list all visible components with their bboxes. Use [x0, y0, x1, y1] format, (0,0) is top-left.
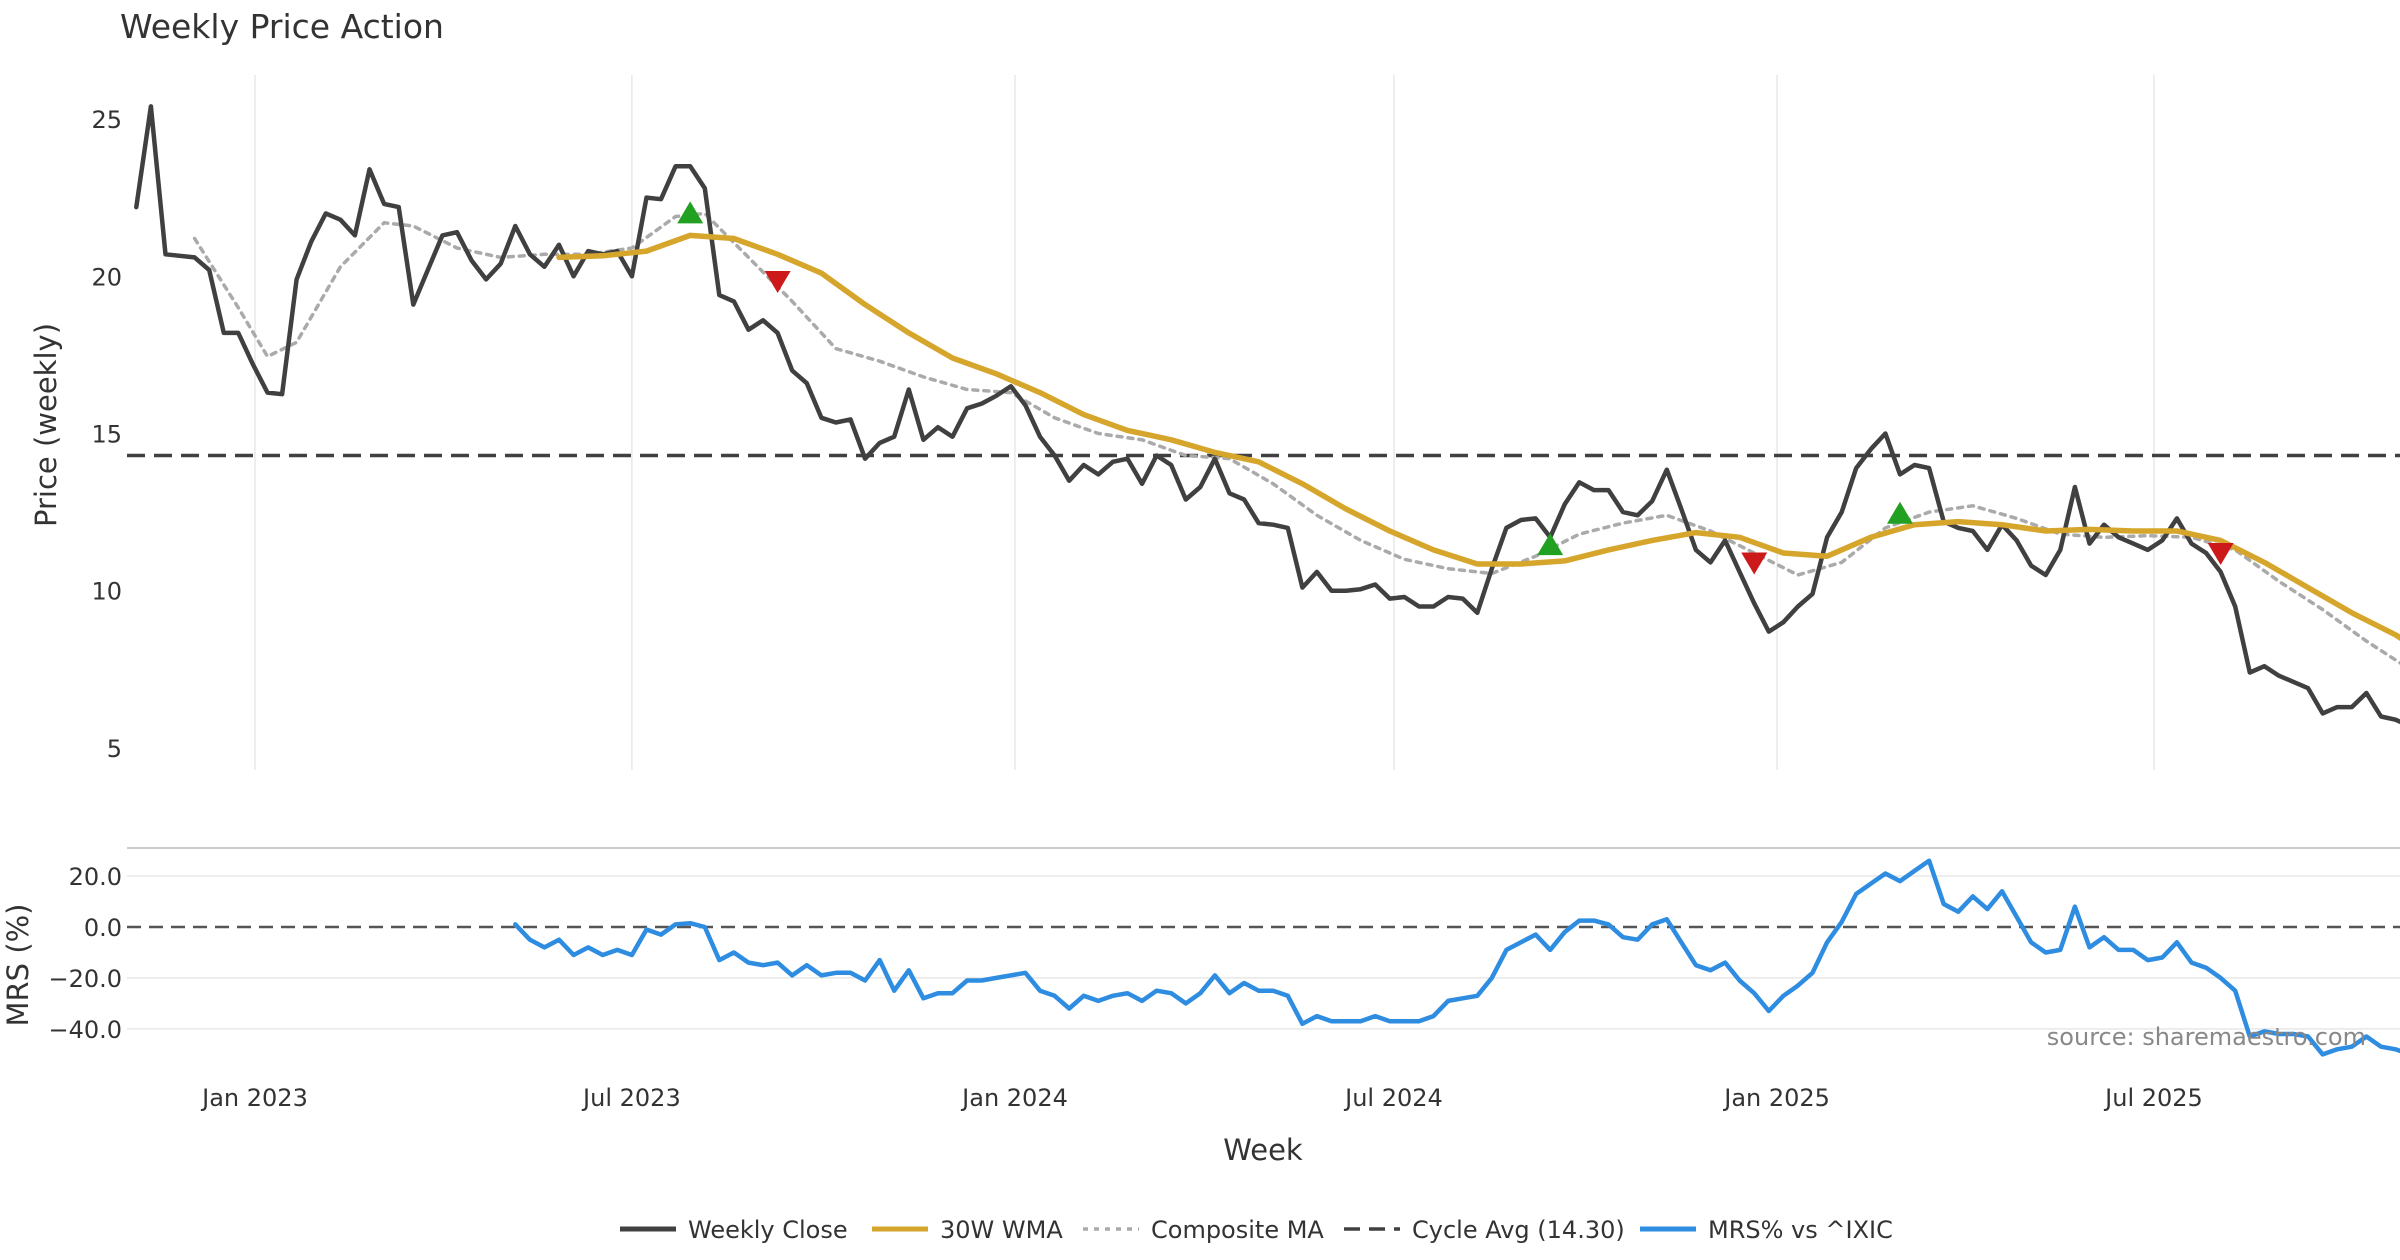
legend-item: Composite MA — [1083, 1216, 1324, 1244]
x-tick-label: Jul 2025 — [2103, 1084, 2203, 1112]
legend: Weekly Close 30W WMA Composite MA Cycle Avg… — [620, 1216, 1893, 1244]
legend-label: MRS% vs ^IXIC — [1708, 1216, 1893, 1244]
mrs-y-tick: 20.0 — [69, 863, 122, 891]
mrs-gridlines — [127, 875, 2400, 1030]
source-label: source: sharemaestro.com — [2047, 1023, 2366, 1051]
buy-signal-marker — [1537, 533, 1564, 556]
x-axis-label: Week — [1223, 1133, 1303, 1167]
sell-signal-marker — [2207, 543, 2234, 566]
legend-item: Weekly Close — [620, 1216, 848, 1244]
legend-item: Cycle Avg (14.30) — [1344, 1216, 1625, 1244]
series-line-composite-ma — [192, 211, 2400, 665]
price-y-tick: 5 — [107, 735, 122, 763]
legend-label: Weekly Close — [688, 1216, 848, 1244]
legend-item: MRS% vs ^IXIC — [1640, 1216, 1893, 1244]
legend-label: Cycle Avg (14.30) — [1412, 1216, 1625, 1244]
mrs-y-axis-label: MRS (%) — [1, 904, 35, 1027]
price-gridlines — [254, 75, 2155, 770]
x-axis-ticks: Jan 2023 Jul 2023 Jan 2024 Jul 2024 Jan 2025… — [200, 1084, 2203, 1112]
mrs-y-tick: −20.0 — [48, 965, 122, 993]
price-panel: 5 10 15 20 25 Price (weekly) — [29, 75, 2400, 770]
x-tick-label: Jan 2024 — [960, 1084, 1068, 1112]
mrs-series — [513, 858, 2400, 1057]
mrs-panel: 20.0 0.0 −20.0 −40.0 MRS (%) source: sharem… — [1, 847, 2400, 1057]
price-y-ticks: 5 10 15 20 25 — [91, 106, 122, 763]
x-tick-label: Jan 2023 — [200, 1084, 308, 1112]
series-line-weekly-close — [134, 104, 2400, 725]
mrs-y-tick: −40.0 — [48, 1016, 122, 1044]
price-series — [134, 104, 2400, 725]
price-y-axis-label: Price (weekly) — [29, 323, 63, 527]
price-y-tick: 15 — [91, 421, 122, 449]
legend-label: Composite MA — [1151, 1216, 1324, 1244]
x-tick-label: Jul 2024 — [1343, 1084, 1443, 1112]
price-y-tick: 10 — [91, 578, 122, 606]
x-tick-label: Jan 2025 — [1722, 1084, 1830, 1112]
series-line-30w-wma — [556, 232, 2400, 641]
chart-title: Weekly Price Action — [120, 7, 444, 46]
buy-signal-marker — [677, 201, 704, 224]
buy-signal-marker — [1886, 501, 1913, 524]
price-y-tick: 20 — [91, 263, 122, 291]
signal-markers — [677, 201, 2234, 575]
legend-item: 30W WMA — [872, 1216, 1063, 1244]
sell-signal-marker — [764, 270, 791, 293]
price-y-tick: 25 — [91, 106, 122, 134]
x-tick-label: Jul 2023 — [581, 1084, 681, 1112]
series-line-mrs — [513, 858, 2400, 1057]
sell-signal-marker — [1741, 552, 1768, 575]
mrs-y-ticks: 20.0 0.0 −20.0 −40.0 — [48, 863, 122, 1044]
legend-label: 30W WMA — [940, 1216, 1063, 1244]
mrs-y-tick: 0.0 — [84, 914, 122, 942]
